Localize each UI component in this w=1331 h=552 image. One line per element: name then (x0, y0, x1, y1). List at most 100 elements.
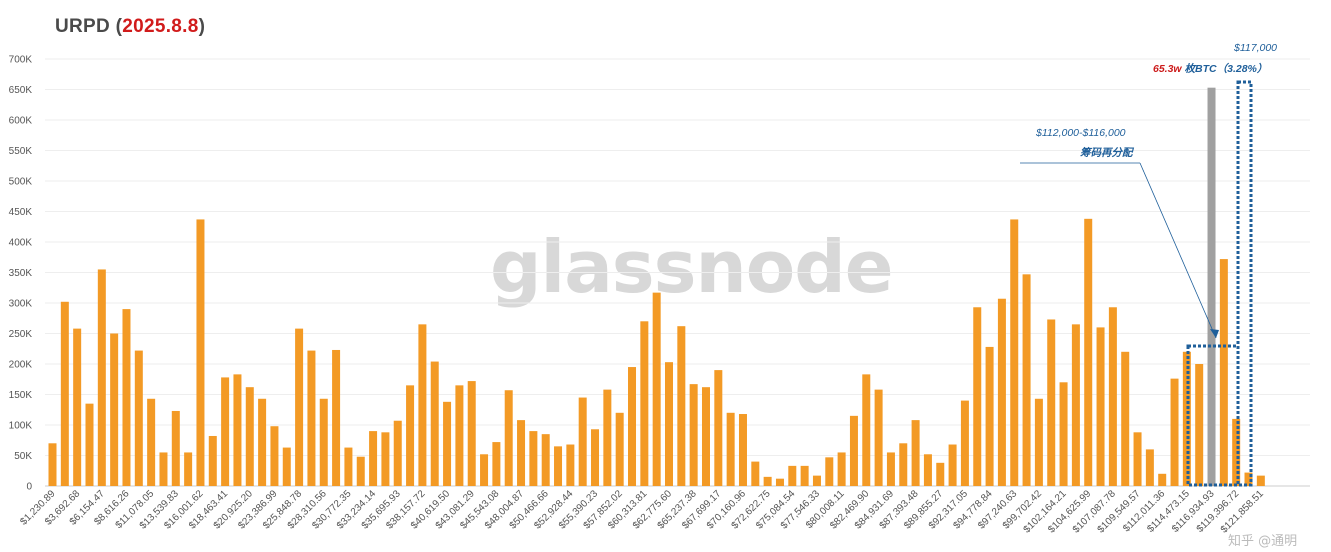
y-tick-label: 50K (14, 451, 32, 462)
callout-arrowhead (1210, 329, 1219, 338)
bar (911, 420, 920, 486)
bar (196, 219, 205, 486)
bar (554, 446, 563, 486)
bar (1071, 324, 1080, 486)
peak-highlight-box (1236, 80, 1253, 487)
range-note: 筹码再分配 (1080, 146, 1135, 159)
bar (406, 385, 415, 486)
bar (788, 465, 797, 486)
y-tick-label: 100K (9, 421, 33, 432)
bar (615, 412, 624, 486)
y-tick-label: 550K (9, 146, 33, 157)
bar (738, 414, 747, 486)
title-prefix: URPD ( (55, 16, 123, 37)
bar (1108, 307, 1117, 486)
bar (233, 374, 242, 486)
bar (566, 444, 575, 486)
bar (134, 350, 143, 486)
bar (1207, 87, 1216, 487)
bar (1244, 472, 1253, 486)
range-highlight-box (1186, 344, 1240, 487)
bar (714, 370, 723, 486)
bar (467, 381, 476, 486)
bar (184, 452, 193, 486)
bar (455, 385, 464, 486)
y-tick-label: 700K (9, 55, 33, 66)
bar (751, 461, 760, 486)
bar (1022, 274, 1031, 486)
bar (332, 349, 341, 486)
bar (48, 443, 57, 486)
bar (282, 447, 291, 486)
bar (208, 435, 217, 486)
y-tick-label: 400K (9, 238, 33, 249)
bar (443, 401, 452, 486)
bar (110, 333, 119, 486)
bar (578, 397, 587, 486)
bar (899, 443, 908, 486)
watermark: glassnode (490, 225, 893, 309)
bar (73, 328, 82, 486)
title-suffix: ) (198, 16, 206, 37)
bar (159, 452, 168, 486)
bar (430, 361, 439, 486)
bar (344, 447, 353, 486)
y-tick-label: 350K (9, 268, 33, 279)
bar (837, 452, 846, 486)
y-tick-label: 0 (26, 482, 32, 493)
bar (97, 269, 106, 486)
bar (849, 415, 858, 486)
bar (295, 328, 304, 486)
y-tick-label: 450K (9, 207, 33, 218)
bar (307, 350, 316, 486)
bar (393, 420, 402, 486)
bar (591, 429, 600, 486)
bar (60, 301, 69, 486)
x-axis-ticks: $1,230.89$3,692.68$6,154.47$8,616.26$11,… (18, 488, 1266, 535)
bar (258, 398, 267, 486)
bars (48, 87, 1265, 487)
bar (763, 476, 772, 486)
annotations: $117,000 65.3w 枚BTC（3.28%） $112,000-$116… (1020, 42, 1277, 487)
title-date: 2025.8.8 (122, 16, 199, 37)
bar (960, 400, 969, 486)
bar (1047, 319, 1056, 486)
bar (948, 444, 957, 486)
bar (812, 475, 821, 486)
bar (985, 346, 994, 486)
bar (701, 387, 710, 486)
bar (775, 478, 784, 486)
bar (356, 456, 365, 486)
bar (1195, 364, 1204, 486)
y-tick-label: 500K (9, 177, 33, 188)
bar (1084, 218, 1093, 486)
bar (862, 374, 871, 486)
bar (997, 298, 1006, 486)
y-tick-label: 150K (9, 390, 33, 401)
bar (665, 362, 673, 486)
bar (480, 454, 489, 486)
bar (1059, 382, 1068, 486)
bar (689, 384, 698, 486)
bar (147, 398, 156, 486)
bar (270, 426, 279, 486)
bar (1158, 473, 1167, 486)
y-axis-ticks: 0 50K 100K 150K 200K 250K 300K 350K 400K 450K 500K… (9, 55, 33, 493)
bar (1096, 327, 1105, 486)
y-tick-label: 600K (9, 116, 33, 127)
bar (221, 377, 230, 486)
bar (923, 454, 932, 486)
bar (492, 442, 501, 486)
bar (1121, 351, 1130, 486)
bar (1034, 398, 1043, 486)
bar (381, 432, 390, 486)
callout-arrow-line (1139, 162, 1217, 339)
bar (825, 457, 834, 486)
bar (369, 431, 378, 486)
bar (541, 434, 550, 486)
bar (504, 390, 513, 486)
y-tick-label: 250K (9, 329, 33, 340)
bar (603, 389, 612, 486)
bar (628, 367, 637, 486)
